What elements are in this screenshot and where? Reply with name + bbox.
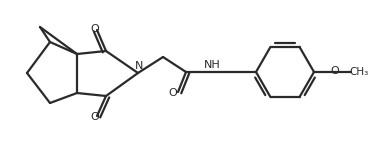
Text: O: O: [168, 88, 177, 98]
Text: N: N: [135, 61, 143, 71]
Text: NH: NH: [204, 60, 220, 70]
Text: CH₃: CH₃: [349, 67, 369, 77]
Text: O: O: [90, 24, 99, 34]
Text: O: O: [90, 112, 99, 122]
Text: O: O: [331, 66, 339, 76]
